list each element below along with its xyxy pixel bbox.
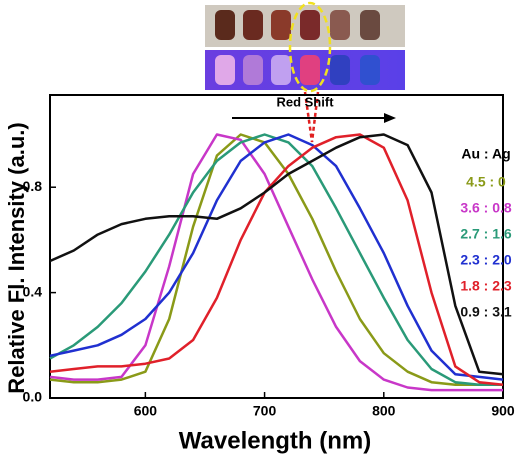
y-axis-label: Relative Fl. Intensity (a.u.) — [4, 122, 29, 393]
series-line — [49, 133, 504, 376]
legend-entry: 4.5 : 0 — [466, 174, 506, 190]
legend-entry: 3.6 : 0.8 — [460, 200, 512, 216]
series-line — [49, 133, 504, 381]
series-line — [49, 133, 503, 387]
legend-entry: 2.3 : 2.0 — [460, 252, 512, 268]
plot-area — [49, 94, 504, 399]
x-tick-label: 900 — [491, 403, 515, 419]
series-line — [49, 133, 503, 387]
annotation: Red Shift — [276, 94, 334, 109]
photo-inset — [205, 1, 405, 143]
legend-entry: 1.8 : 2.3 — [460, 278, 512, 294]
x-tick-label: 800 — [372, 403, 396, 419]
legend-entry: 0.9 : 3.1 — [460, 304, 512, 320]
plot-frame — [49, 94, 504, 399]
y-tick-label: 0.4 — [23, 283, 43, 299]
series-line — [49, 133, 503, 392]
x-axis-label: Wavelength (nm) — [179, 427, 371, 454]
arrow-head — [384, 113, 396, 123]
y-tick-label: 0.8 — [23, 178, 43, 194]
legend-entry: 2.7 : 1.6 — [460, 226, 512, 242]
x-tick-label: 700 — [253, 403, 277, 419]
series-line — [49, 133, 504, 387]
legend-title: Au : Ag — [461, 146, 510, 162]
x-tick-label: 600 — [134, 403, 158, 419]
y-tick-label: 0.0 — [23, 389, 43, 405]
